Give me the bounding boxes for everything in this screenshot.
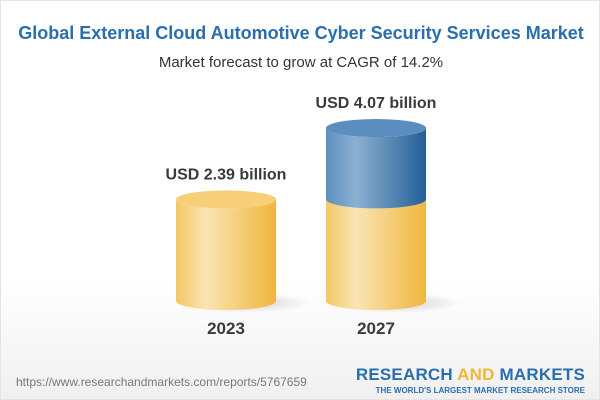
category-label: 2027	[357, 319, 395, 338]
category-label: 2023	[207, 319, 245, 338]
bar-2023-body	[176, 199, 276, 310]
data-label: USD 4.07 billion	[316, 95, 437, 112]
chart-title: Global External Cloud Automotive Cyber S…	[18, 23, 584, 43]
logo-text-and: AND	[457, 365, 495, 384]
bar-2027-growth-body	[326, 128, 426, 209]
source-url[interactable]: https://www.researchandmarkets.com/repor…	[16, 375, 307, 389]
chart-subtitle: Market forecast to grow at CAGR of 14.2%	[158, 54, 444, 71]
logo-text-markets: MARKETS	[494, 365, 585, 384]
bar-2027-base-body	[326, 199, 426, 310]
logo-tagline: THE WORLD'S LARGEST MARKET RESEARCH STOR…	[375, 386, 585, 395]
data-label: USD 2.39 billion	[166, 166, 287, 183]
research-and-markets-logo: RESEARCH AND MARKETS THE WORLD'S LARGEST…	[356, 365, 585, 395]
bar-2027-growth-top	[326, 119, 426, 138]
bar-2023-top	[176, 190, 276, 209]
logo-text-research: RESEARCH	[355, 365, 458, 384]
